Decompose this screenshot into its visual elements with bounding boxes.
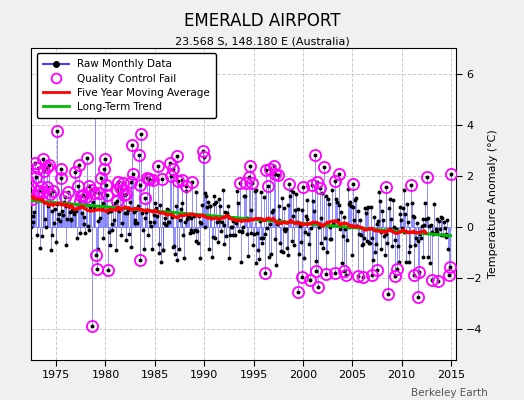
Y-axis label: Temperature Anomaly (°C): Temperature Anomaly (°C) (488, 130, 498, 278)
Text: 23.568 S, 148.180 E (Australia): 23.568 S, 148.180 E (Australia) (174, 36, 350, 46)
Text: EMERALD AIRPORT: EMERALD AIRPORT (184, 12, 340, 30)
Legend: Raw Monthly Data, Quality Control Fail, Five Year Moving Average, Long-Term Tren: Raw Monthly Data, Quality Control Fail, … (37, 53, 216, 118)
Text: Berkeley Earth: Berkeley Earth (411, 388, 487, 398)
